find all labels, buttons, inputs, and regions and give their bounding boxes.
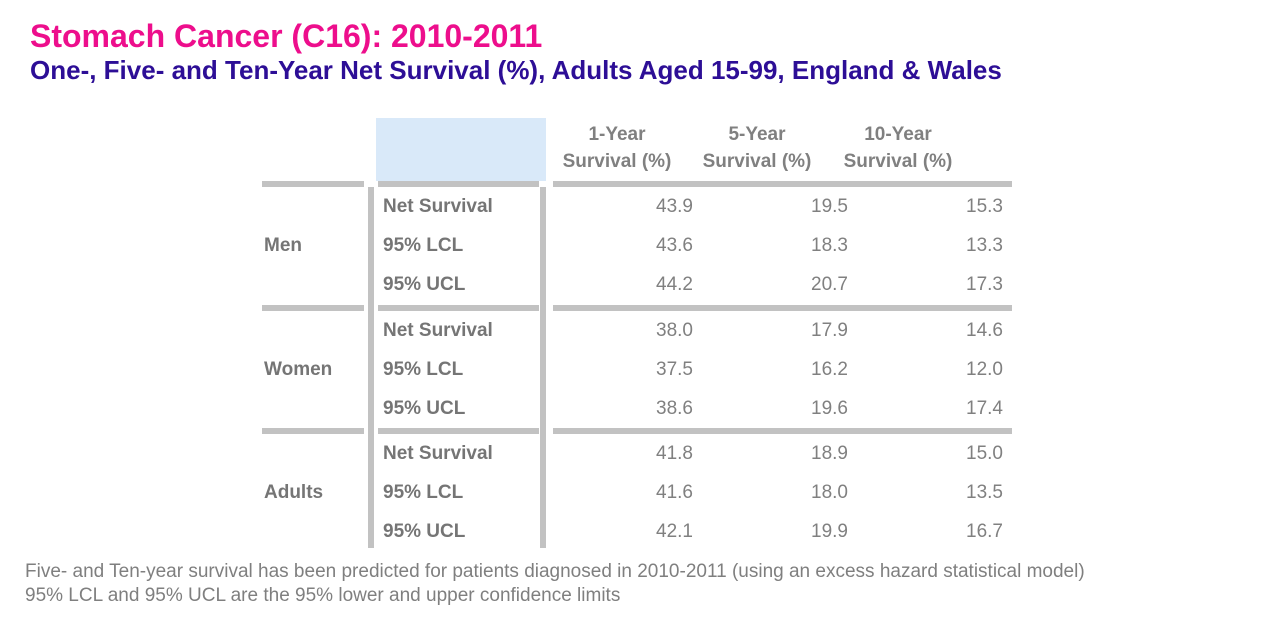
header-fill-box	[376, 118, 546, 181]
row-label: 95% LCL	[383, 235, 464, 256]
page-subtitle: One-, Five- and Ten-Year Net Survival (%…	[30, 55, 1002, 85]
row-label: 95% UCL	[383, 274, 466, 295]
value-cell: 19.6	[811, 398, 848, 419]
value-cell: 16.7	[966, 521, 1003, 542]
value-cell: 44.2	[656, 274, 693, 295]
divider-below-women	[262, 428, 1012, 434]
value-cell: 17.9	[811, 320, 848, 341]
value-cell: 18.0	[811, 482, 848, 503]
value-cell: 18.3	[811, 235, 848, 256]
divider-vertical-left	[368, 187, 374, 548]
value-cell: 17.4	[966, 398, 1003, 419]
page-title: Stomach Cancer (C16): 2010-2011	[30, 18, 543, 54]
group-label-women: Women	[264, 358, 333, 380]
value-cell: 19.9	[811, 521, 848, 542]
value-cell: 18.9	[811, 443, 848, 464]
row-label: 95% LCL	[383, 359, 464, 380]
value-cell: 15.3	[966, 196, 1003, 217]
footnote-confidence-limits: 95% LCL and 95% UCL are the 95% lower an…	[25, 585, 621, 606]
row-label: Net Survival	[383, 320, 493, 341]
footnote-model: Five- and Ten-year survival has been pre…	[25, 561, 1085, 582]
divider-below-header	[262, 181, 1012, 187]
value-cell: 13.5	[966, 482, 1003, 503]
divider-below-men	[262, 305, 1012, 311]
column-header-10-year: 10-Year Survival (%)	[818, 121, 978, 175]
row-label: Net Survival	[383, 196, 493, 217]
row-label: Net Survival	[383, 443, 493, 464]
column-header-line2: Survival (%)	[562, 151, 672, 172]
group-label-adults: Adults	[264, 481, 324, 503]
value-cell: 17.3	[966, 274, 1003, 295]
group-label-men: Men	[264, 234, 302, 256]
value-cell: 13.3	[966, 235, 1003, 256]
value-cell: 20.7	[811, 274, 848, 295]
value-cell: 38.0	[656, 320, 693, 341]
value-cell: 41.6	[656, 482, 693, 503]
divider-vertical-right	[540, 187, 546, 548]
row-label: 95% LCL	[383, 482, 464, 503]
value-cell: 37.5	[656, 359, 693, 380]
value-cell: 16.2	[811, 359, 848, 380]
column-header-1-year: 1-Year Survival (%)	[537, 121, 697, 175]
value-cell: 14.6	[966, 320, 1003, 341]
value-cell: 12.0	[966, 359, 1003, 380]
column-header-line2: Survival (%)	[843, 151, 953, 172]
column-header-line1: 1-Year	[588, 124, 646, 145]
column-header-line2: Survival (%)	[702, 151, 812, 172]
value-cell: 41.8	[656, 443, 693, 464]
value-cell: 15.0	[966, 443, 1003, 464]
value-cell: 19.5	[811, 196, 848, 217]
column-header-line1: 5-Year	[728, 124, 786, 145]
value-cell: 43.9	[656, 196, 693, 217]
value-cell: 38.6	[656, 398, 693, 419]
value-cell: 43.6	[656, 235, 693, 256]
value-cell: 42.1	[656, 521, 693, 542]
column-header-5-year: 5-Year Survival (%)	[677, 121, 837, 175]
row-label: 95% UCL	[383, 398, 466, 419]
row-label: 95% UCL	[383, 521, 466, 542]
column-header-line1: 10-Year	[864, 124, 932, 145]
